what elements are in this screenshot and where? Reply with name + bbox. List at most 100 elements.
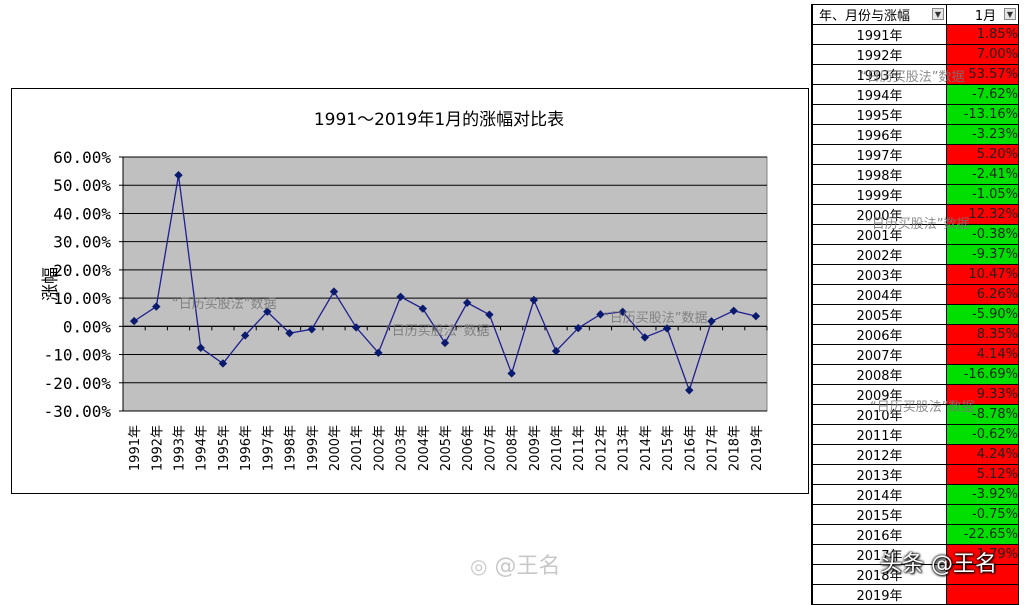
year-cell[interactable]: 2018年 [812,564,947,585]
change-cell[interactable]: 4.14% [946,344,1019,365]
table-row[interactable]: 2017年 1.79% [812,544,1019,565]
table-body: 1991年 1.85% 1992年 7.00% 1993年 53.57% 1994年 -7.6… [812,24,1019,605]
x-tick-label: 2007年 [483,425,498,471]
header-month-cell[interactable]: 1月 ▼ [946,4,1019,25]
table-row[interactable]: 1996年 -3.23% [812,124,1019,145]
table-row[interactable]: 2007年 4.14% [812,344,1019,365]
year-cell[interactable]: 2011年 [812,424,947,445]
table-row[interactable]: 2018年 [812,564,1019,585]
table-row[interactable]: 2008年 -16.69% [812,364,1019,385]
data-point [485,310,494,319]
data-point [374,348,383,357]
data-point [640,333,650,342]
change-cell[interactable]: -0.62% [946,424,1019,445]
year-cell[interactable]: 1998年 [812,164,947,185]
x-tick-label: 1997年 [261,425,276,471]
change-cell[interactable]: 1.79% [946,544,1019,565]
x-tick-label: 2013年 [617,425,632,471]
change-cell[interactable]: -13.16% [946,104,1019,125]
year-cell[interactable]: 1991年 [812,24,947,45]
watermark-method-2: “日历买股法”数据 [385,324,490,339]
table-row[interactable]: 2012年 4.24% [812,444,1019,465]
change-cell[interactable]: -9.37% [946,244,1019,265]
change-cell[interactable]: 6.26% [946,284,1019,305]
table-row[interactable]: 2000年 12.32% [812,204,1019,225]
data-point [240,331,250,340]
table-row[interactable]: 2015年 -0.75% [812,504,1019,525]
x-tick-label: 1992年 [150,425,165,471]
change-cell[interactable]: -3.92% [946,484,1019,505]
year-cell[interactable]: 2012年 [812,444,947,465]
table-row[interactable]: 1997年 5.20% [812,144,1019,165]
table-row[interactable]: 2006年 8.35% [812,324,1019,345]
change-cell[interactable]: -1.05% [946,184,1019,205]
year-cell[interactable]: 2003年 [812,264,947,285]
change-cell[interactable] [946,584,1019,605]
table-row[interactable]: 2019年 [812,584,1019,605]
year-cell[interactable]: 1996年 [812,124,947,145]
x-tick-label: 2015年 [661,425,676,471]
year-cell[interactable]: 2006年 [812,324,947,345]
table-row[interactable]: 2003年 10.47% [812,264,1019,285]
year-cell[interactable]: 2019年 [812,584,947,605]
change-cell[interactable]: -22.65% [946,524,1019,545]
change-cell[interactable]: -0.75% [946,504,1019,525]
x-tick-label: 1991年 [128,425,143,471]
table-row[interactable]: 2013年 5.12% [812,464,1019,485]
year-cell[interactable]: 2008年 [812,364,947,385]
change-cell[interactable]: 53.57% [946,64,1019,85]
year-cell[interactable]: 2013年 [812,464,947,485]
table-row[interactable]: 2016年 -22.65% [812,524,1019,545]
change-cell[interactable]: -5.90% [946,304,1019,325]
year-cell[interactable]: 2016年 [812,524,947,545]
table-row[interactable]: 1999年 -1.05% [812,184,1019,205]
change-cell[interactable]: 12.32% [946,204,1019,225]
table-row[interactable]: 1992年 7.00% [812,44,1019,65]
change-cell[interactable]: -0.38% [946,224,1019,245]
table-row[interactable]: 2010年 -8.78% [812,404,1019,425]
table-row[interactable]: 1993年 53.57% [812,64,1019,85]
dropdown-arrow-icon[interactable]: ▼ [932,8,944,20]
table-row[interactable]: 2014年 -3.92% [812,484,1019,505]
year-cell[interactable]: 2002年 [812,244,947,265]
data-point [751,311,761,321]
table-row[interactable]: 1994年 -7.62% [812,84,1019,105]
data-point [729,306,738,316]
year-cell[interactable]: 1999年 [812,184,947,205]
change-cell[interactable]: -7.62% [946,84,1019,105]
year-cell[interactable]: 2015年 [812,504,947,525]
table-row[interactable]: 2011年 -0.62% [812,424,1019,445]
change-cell[interactable]: 8.35% [946,324,1019,345]
change-cell[interactable]: -3.23% [946,124,1019,145]
year-cell[interactable]: 2000年 [812,204,947,225]
year-cell[interactable]: 2014年 [812,484,947,505]
dropdown-arrow-icon[interactable]: ▼ [1004,8,1016,20]
table-row[interactable]: 1998年 -2.41% [812,164,1019,185]
change-cell[interactable]: 5.20% [946,144,1019,165]
table-row[interactable]: 1991年 1.85% [812,24,1019,45]
year-cell[interactable]: 1992年 [812,44,947,65]
change-cell[interactable]: -2.41% [946,164,1019,185]
change-cell[interactable]: 4.24% [946,444,1019,465]
year-cell[interactable]: 1994年 [812,84,947,105]
table-row[interactable]: 2002年 -9.37% [812,244,1019,265]
table-row[interactable]: 2005年 -5.90% [812,304,1019,325]
year-cell[interactable]: 1995年 [812,104,947,125]
header-year-cell[interactable]: 年、月份与涨幅 ▼ [812,4,947,25]
table-row[interactable]: 1995年 -13.16% [812,104,1019,125]
change-cell[interactable]: 9.33% [946,384,1019,405]
year-cell[interactable]: 2004年 [812,284,947,305]
y-tick-label: -10.00% [44,346,112,365]
table-row[interactable]: 2004年 6.26% [812,284,1019,305]
change-cell[interactable]: -16.69% [946,364,1019,385]
data-point [463,298,472,307]
change-cell[interactable]: 5.12% [946,464,1019,485]
year-cell[interactable]: 1997年 [812,144,947,165]
year-cell[interactable]: 2005年 [812,304,947,325]
change-cell[interactable]: -8.78% [946,404,1019,425]
year-cell[interactable]: 2007年 [812,344,947,365]
x-tick-label: 2001年 [350,425,365,471]
change-cell[interactable]: 1.85% [946,24,1019,45]
change-cell[interactable]: 10.47% [946,264,1019,285]
change-cell[interactable]: 7.00% [946,44,1019,65]
